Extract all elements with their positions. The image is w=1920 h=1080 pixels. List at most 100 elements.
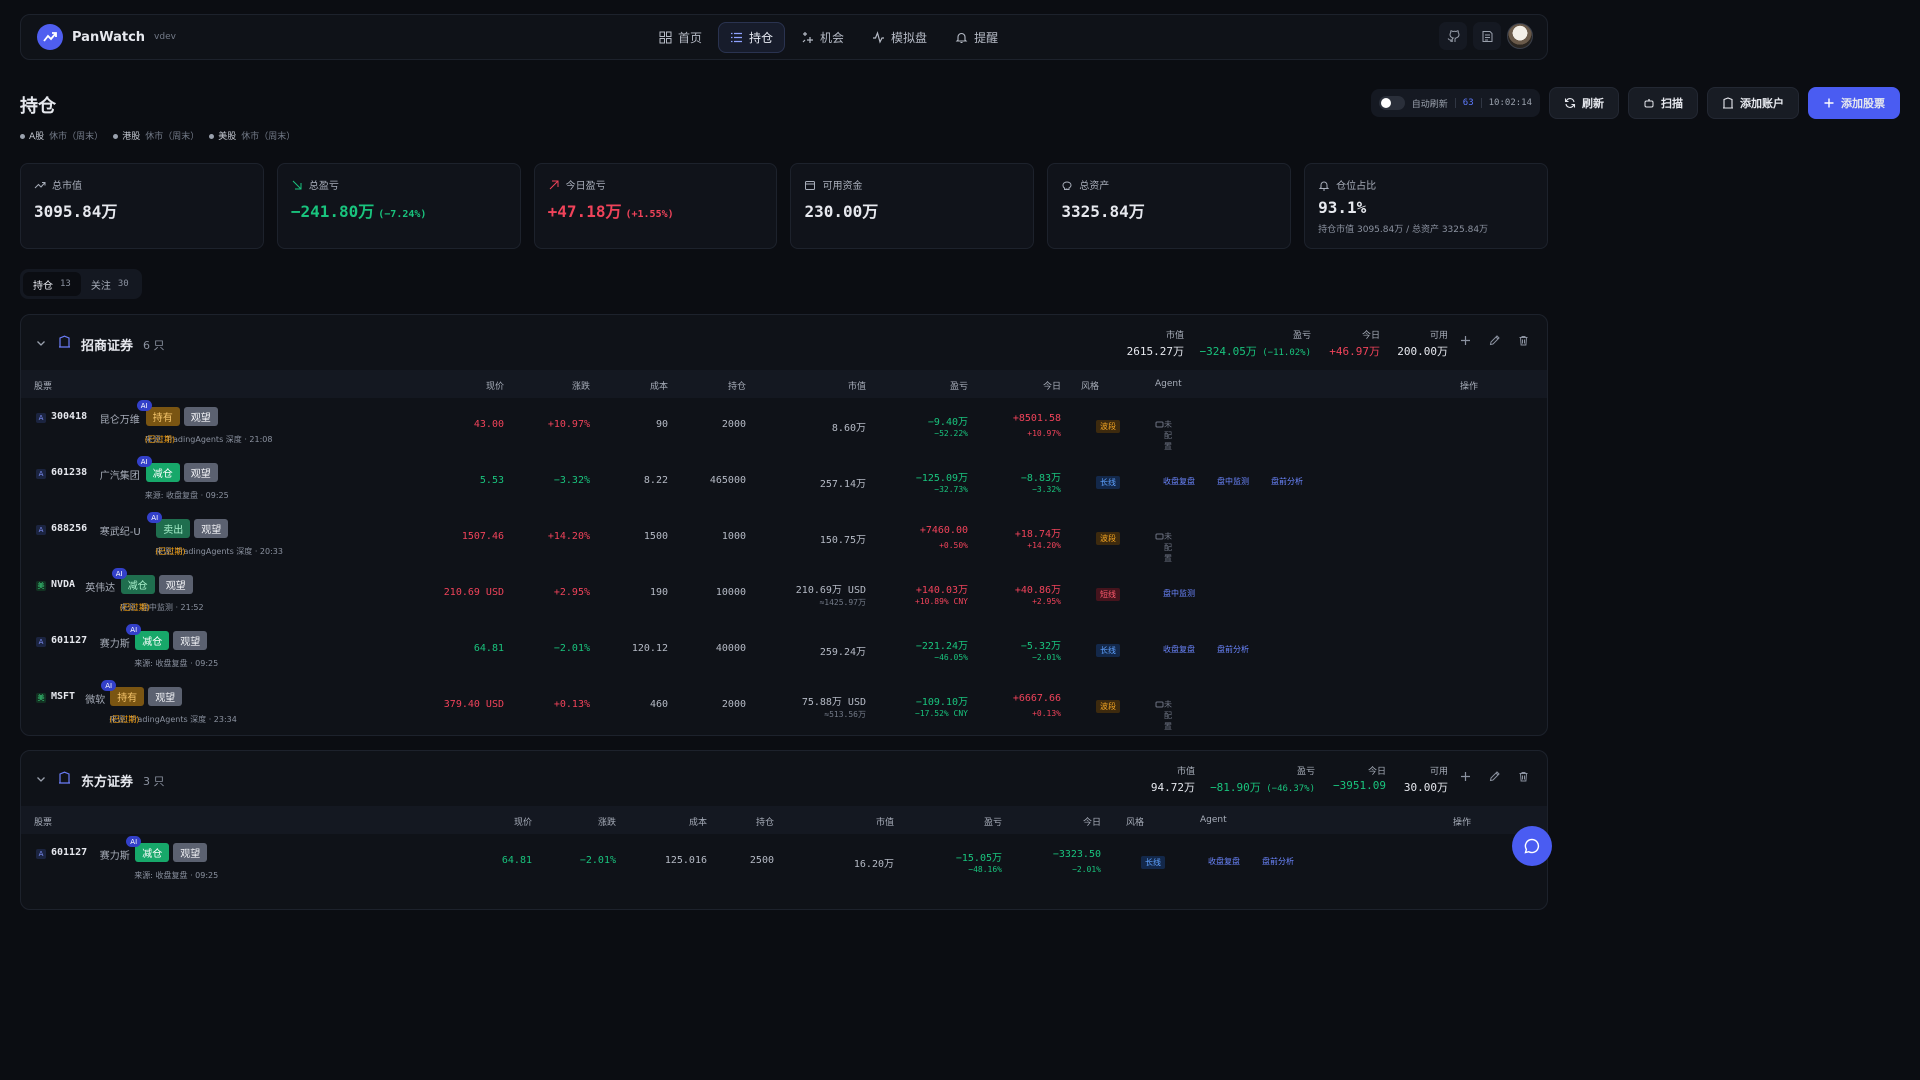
agent-link[interactable]: 盘中监测 <box>1163 589 1195 598</box>
signal-source-text: 来源: 盘中监测 · 21:52 <box>119 603 204 612</box>
summary-card-label: 总市值 <box>34 177 250 192</box>
add-stock-button[interactable]: 添加股票 <box>1808 87 1900 119</box>
chevron-down-icon[interactable] <box>36 773 46 787</box>
stock-code[interactable]: MSFT <box>51 691 76 702</box>
ai-badge: AI <box>126 624 142 635</box>
market-value-cny-cell: ≈513.56万 <box>824 710 866 719</box>
market-badge: A <box>36 637 46 647</box>
account-section: 东方证券 3 只市值 94.72万 盈亏 −81.90万 (−46.37%) 今日 −395… <box>20 750 1548 910</box>
signal-badge[interactable]: 持有 <box>110 687 145 706</box>
agent-link[interactable]: 收盘复盘 <box>1163 645 1195 654</box>
chevron-down-icon[interactable] <box>36 337 46 351</box>
github-icon[interactable] <box>1439 22 1467 50</box>
today-pnl-cell: +40.86万 <box>1014 585 1061 596</box>
trash-icon[interactable] <box>1518 771 1529 785</box>
watch-badge[interactable]: 观望 <box>158 575 193 594</box>
summary-label-text: 总资产 <box>1079 181 1110 192</box>
pnl-pct-cell: −52.22% <box>934 429 968 438</box>
auto-refresh-label: 自动刷新 <box>1411 99 1448 110</box>
table-row[interactable]: A 601127 赛力斯 减仓 AI 观望 来源: 收盘复盘 · 09:25 64.81 −2.… <box>21 622 1547 678</box>
agent-link[interactable]: 盘前分析 <box>1217 645 1249 654</box>
signal-badge[interactable]: 减仓 <box>145 463 180 482</box>
pnl-cell: −221.24万 <box>915 641 968 652</box>
summary-value-text: 3095.84万 <box>34 202 118 221</box>
view-tabs: 持仓 13 关注 30 <box>20 269 142 299</box>
account-summary-value: −3951.09 <box>1333 779 1386 792</box>
pnl-pct-cell: −32.73% <box>934 485 968 494</box>
summary-value-text: 3325.84万 <box>1061 202 1145 221</box>
summary-card-value: +47.18万 (+1.55%) <box>548 198 764 222</box>
stock-code[interactable]: 601127 <box>51 635 88 646</box>
agent-link[interactable]: 收盘复盘 <box>1163 477 1195 486</box>
refresh-button[interactable]: 刷新 <box>1549 87 1619 119</box>
docs-icon[interactable] <box>1473 22 1501 50</box>
signal-badge[interactable]: 减仓 <box>135 843 170 862</box>
stock-code[interactable]: 300418 <box>51 411 88 422</box>
add-icon[interactable] <box>1460 771 1471 785</box>
add-icon[interactable] <box>1460 335 1471 349</box>
agent-link[interactable]: 收盘复盘 <box>1208 857 1240 866</box>
scan-button[interactable]: 扫描 <box>1628 87 1698 119</box>
price-cell: 43.00 <box>473 419 504 430</box>
watch-badge[interactable]: 观望 <box>183 463 218 482</box>
market-badge: A <box>36 849 46 859</box>
agent-link[interactable]: 盘前分析 <box>1262 857 1294 866</box>
pnl-pct-cell: +0.50% <box>939 541 968 550</box>
signal-badge[interactable]: 持有 <box>145 407 180 426</box>
trash-icon[interactable] <box>1518 335 1529 349</box>
nav-opportunities[interactable]: 机会 <box>789 22 856 53</box>
signal-badge[interactable]: 卖出 <box>156 519 191 538</box>
auto-refresh-toggle[interactable] <box>1378 96 1405 110</box>
user-avatar[interactable] <box>1507 23 1533 49</box>
summary-card: 今日盈亏 +47.18万 (+1.55%) <box>533 163 778 249</box>
stock-code[interactable]: 601127 <box>51 847 88 858</box>
nav-sim-trading[interactable]: 模拟盘 <box>860 22 939 53</box>
watch-badge[interactable]: 观望 <box>148 687 183 706</box>
pnl-cell: +7460.00 <box>919 525 968 536</box>
market-status-hk: 港股 休市（周末） <box>113 129 199 142</box>
table-row[interactable]: A 688256 寒武纪-U 卖出 AI 观望 来源: TradingAgents 深度 ·… <box>21 510 1547 566</box>
summary-label-text: 今日盈亏 <box>565 181 606 192</box>
account-summary-value: −324.05万 (−11.02%) <box>1199 343 1311 359</box>
account-summary-label: 今日 <box>1361 331 1380 341</box>
watch-badge[interactable]: 观望 <box>183 407 218 426</box>
column-header-agent: Agent <box>1200 815 1227 825</box>
signal-badge[interactable]: 减仓 <box>120 575 155 594</box>
agent-link[interactable]: 盘中监测 <box>1217 477 1249 486</box>
table-row[interactable]: A 601238 广汽集团 减仓 AI 观望 来源: 收盘复盘 · 09:25 5.53 −3.… <box>21 454 1547 510</box>
watch-badge[interactable]: 观望 <box>194 519 229 538</box>
stock-code[interactable]: NVDA <box>51 579 76 590</box>
ai-badge: AI <box>136 400 152 411</box>
column-header-ops: 操作 <box>1459 382 1478 392</box>
table-row[interactable]: A 601127 赛力斯 减仓 AI 观望 来源: 收盘复盘 · 09:25 64.81 −2.… <box>21 834 1547 890</box>
app-logo-icon[interactable] <box>37 24 63 50</box>
market-badge: 美 <box>36 693 46 703</box>
nav-holdings[interactable]: 持仓 <box>718 22 786 53</box>
market-badge: A <box>36 469 46 479</box>
add-account-button[interactable]: 添加账户 <box>1707 87 1799 119</box>
tab-watchlist[interactable]: 关注 30 <box>90 279 129 292</box>
nav-sim-trading-label: 模拟盘 <box>891 31 928 45</box>
column-header-cost: 成本 <box>649 382 668 392</box>
table-row[interactable]: 美 NVDA 英伟达 减仓 AI 观望 来源: 盘中监测 · 21:52 (已过期) 210.… <box>21 566 1547 622</box>
chat-button[interactable] <box>1512 826 1552 866</box>
watch-badge[interactable]: 观望 <box>173 843 208 862</box>
column-header-change: 涨跌 <box>597 818 616 828</box>
tab-holdings[interactable]: 持仓 13 <box>23 272 81 296</box>
table-row[interactable]: A 300418 昆仑万维 持有 AI 观望 来源: TradingAgents 深度 · … <box>21 398 1547 454</box>
edit-icon[interactable] <box>1489 335 1500 349</box>
nav-alerts[interactable]: 提醒 <box>943 22 1010 53</box>
table-row[interactable]: 美 MSFT 微软 持有 AI 观望 来源: TradingAgents 深度 · 23:3… <box>21 678 1547 734</box>
stock-code[interactable]: 688256 <box>51 523 88 534</box>
edit-icon[interactable] <box>1489 771 1500 785</box>
watch-badge[interactable]: 观望 <box>173 631 208 650</box>
agent-link[interactable]: 盘前分析 <box>1271 477 1303 486</box>
account-summary-value-text: −3951.09 <box>1333 779 1386 792</box>
signal-expired: (已过期) <box>144 435 176 444</box>
cost-cell: 8.22 <box>643 475 668 486</box>
signal-badge[interactable]: 减仓 <box>135 631 170 650</box>
stock-code[interactable]: 601238 <box>51 467 88 478</box>
account-summary-label: 盈亏 <box>1292 331 1311 341</box>
summary-card-value: −241.80万 (−7.24%) <box>291 198 507 222</box>
nav-home[interactable]: 首页 <box>647 22 714 53</box>
